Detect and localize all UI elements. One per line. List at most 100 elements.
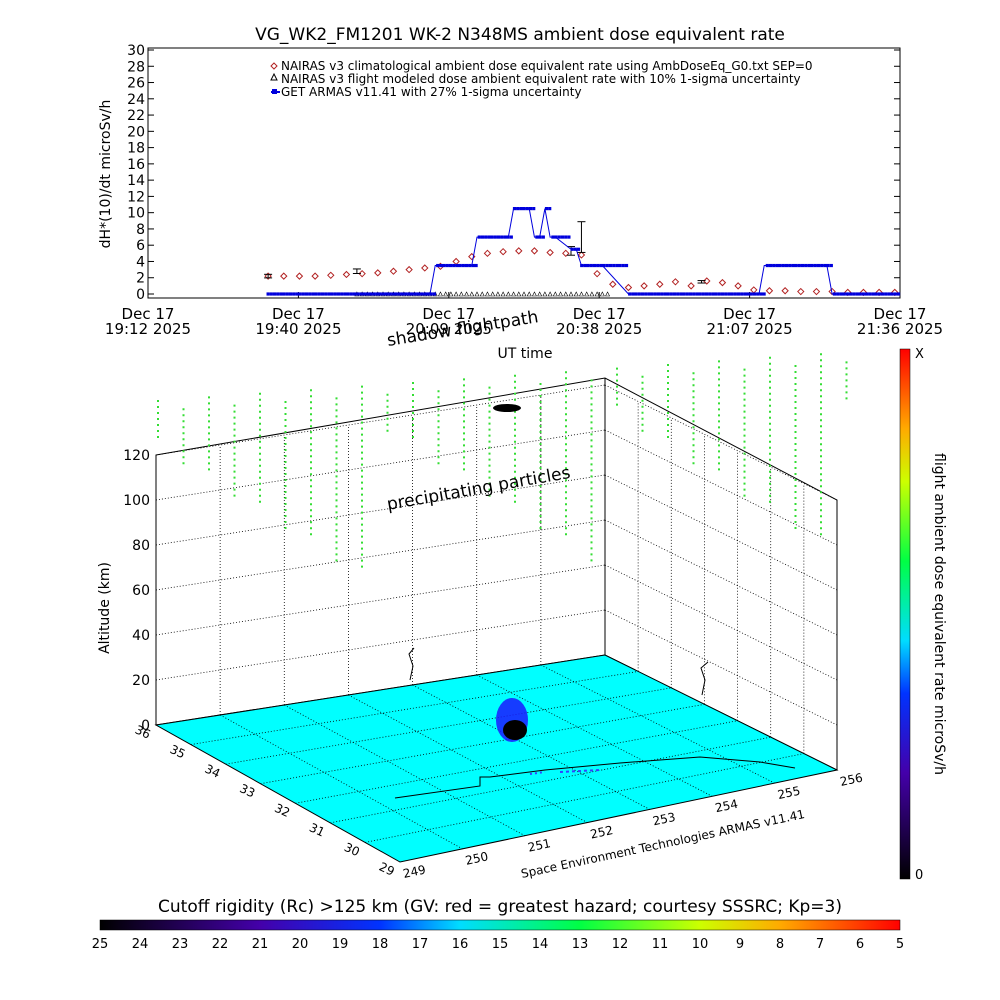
nairas-climatological-point	[546, 248, 554, 257]
wall-grid-line	[155, 564, 606, 636]
armas-point	[618, 263, 622, 268]
armas-point	[663, 292, 667, 296]
armas-point	[570, 247, 574, 251]
nairas-flight-point	[531, 291, 537, 297]
y-tick-label: 16	[127, 157, 145, 173]
altitude-tick-label: 100	[123, 493, 150, 509]
armas-point	[880, 292, 885, 296]
armas-point	[871, 292, 875, 296]
armas-point	[276, 292, 280, 296]
armas-point	[432, 292, 437, 296]
nairas-flight-point	[594, 291, 600, 297]
vertical-colorbar: X 0 flight ambient dose equivalent rate …	[899, 347, 947, 883]
longitude-tick-label: 254	[714, 797, 739, 815]
footer-tick-label: 6	[856, 937, 864, 952]
armas-point	[503, 235, 507, 239]
armas-point	[426, 292, 430, 296]
armas-point	[669, 292, 673, 296]
nairas-climatological-point	[765, 287, 774, 295]
nairas-climatological-point	[280, 272, 288, 280]
longitude-tick-label: 253	[651, 810, 676, 828]
armas-point	[458, 263, 462, 268]
armas-point	[653, 292, 657, 296]
nairas-climatological-point	[609, 280, 617, 288]
y-tick-label: 26	[127, 76, 145, 92]
armas-point	[407, 292, 411, 296]
armas-point	[509, 235, 513, 239]
nairas-flight-point	[521, 291, 527, 297]
armas-point	[794, 263, 798, 268]
nairas-flight-point	[469, 291, 475, 297]
armas-point	[298, 292, 302, 296]
armas-point	[365, 292, 369, 296]
armas-point	[400, 292, 405, 296]
latitude-tick-label: 36	[133, 723, 153, 742]
armas-point	[436, 263, 440, 268]
armas-point	[634, 292, 638, 296]
nairas-flight-point	[448, 291, 454, 297]
armas-point	[810, 263, 814, 268]
y-tick-label: 18	[127, 141, 145, 157]
latitude-axis: 36 35 34 33 32 31 30 29	[133, 723, 397, 879]
armas-point	[797, 263, 801, 268]
armas-point	[743, 292, 747, 296]
nairas-climatological-point	[703, 277, 711, 285]
armas-point	[666, 292, 670, 296]
armas-point	[887, 292, 891, 296]
armas-point	[448, 263, 453, 268]
altitude-tick-label: 80	[132, 538, 150, 554]
armas-point	[308, 292, 312, 296]
armas-point	[784, 263, 789, 268]
nairas-flight-point	[458, 291, 464, 297]
armas-point	[612, 263, 616, 268]
longitude-tick-label: 249	[402, 862, 427, 880]
armas-point	[736, 292, 741, 296]
armas-point	[877, 292, 881, 296]
longitude-tick-label: 251	[527, 836, 552, 854]
armas-point	[861, 292, 865, 296]
nairas-climatological-point	[812, 287, 821, 296]
nairas-flight-point	[537, 291, 543, 297]
armas-point	[839, 292, 843, 296]
nairas-flight-point	[516, 291, 522, 297]
armas-point	[640, 292, 645, 296]
nairas-climatological-point	[687, 282, 695, 290]
armas-point	[583, 263, 587, 268]
armas-point	[272, 292, 277, 296]
armas-point	[352, 292, 357, 296]
armas-point	[624, 263, 629, 268]
armas-point	[813, 263, 817, 268]
nairas-climatological-point	[734, 282, 742, 290]
armas-point	[404, 292, 408, 296]
wall-grid-line	[604, 384, 838, 501]
legend-marker-diamond-icon	[270, 62, 278, 70]
x-tick-label-time: 20:38 2025	[556, 320, 642, 338]
armas-point	[637, 292, 641, 296]
armas-point	[826, 263, 830, 268]
latitude-tick-label: 33	[237, 781, 257, 800]
precipitating-particle-markers	[157, 353, 848, 570]
footer-tick-label: 22	[212, 937, 229, 952]
y-tick-label: 24	[127, 92, 145, 108]
y-tick-label: 30	[127, 43, 145, 59]
armas-point	[608, 263, 613, 268]
armas-point	[804, 263, 808, 268]
armas-point	[868, 292, 872, 296]
nairas-climatological-point	[577, 251, 586, 259]
nairas-flight-point	[558, 291, 564, 297]
legend-entry-nairas-climatological: NAIRAS v3 climatological ambient dose eq…	[281, 59, 813, 73]
nairas-flight-point	[563, 291, 569, 297]
armas-point	[493, 235, 497, 239]
armas-point	[314, 292, 318, 296]
latitude-tick-label: 35	[168, 742, 188, 761]
y-tick-label: 14	[127, 173, 145, 189]
armas-point	[564, 235, 568, 239]
wall-grid-line	[604, 429, 838, 546]
nairas-climatological-point	[264, 272, 272, 280]
armas-point	[727, 292, 731, 296]
armas-point	[500, 235, 504, 239]
flight-track-right	[700, 661, 709, 696]
armas-point	[285, 292, 289, 296]
armas-point	[823, 263, 827, 268]
3d-plot: 0 20 40 60 80 100 120 Altitude (km) 36 35 34 33 32…	[97, 307, 864, 881]
